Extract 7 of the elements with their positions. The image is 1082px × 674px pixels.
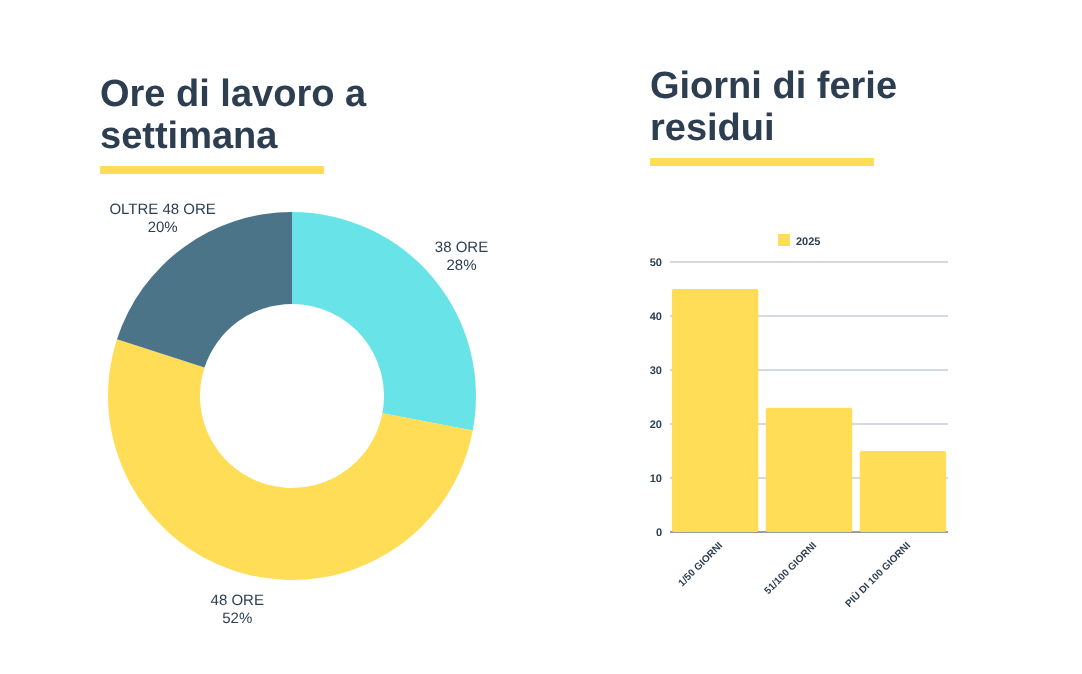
bar [859, 451, 947, 532]
donut-slice [117, 212, 292, 368]
donut-slice [108, 339, 473, 581]
bar [671, 289, 759, 532]
chart-title: Giorni di ferie residui [650, 66, 898, 150]
bar [765, 407, 853, 532]
chart-title: Ore di lavoro a settimana [100, 74, 367, 158]
